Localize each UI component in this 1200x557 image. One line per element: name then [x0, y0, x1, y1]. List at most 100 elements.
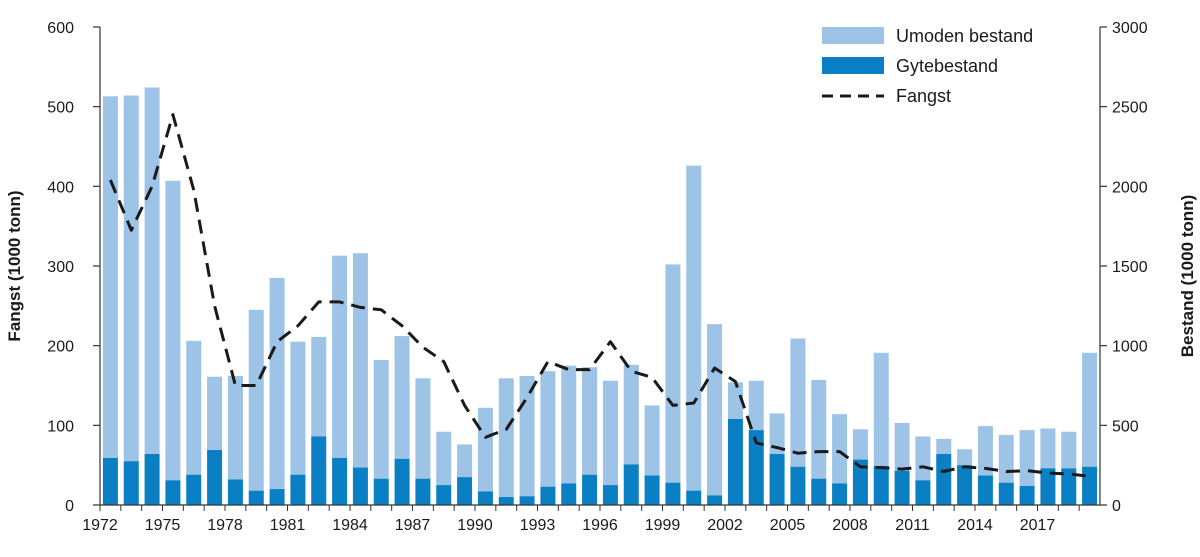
- bar-gyte-2004: [770, 454, 785, 505]
- bar-umoden-1978: [228, 376, 243, 480]
- right-tick-label: 1000: [1112, 339, 1148, 356]
- bar-gyte-1974: [145, 454, 160, 505]
- bar-gyte-1980: [270, 489, 285, 505]
- bar-umoden-2011: [915, 436, 930, 480]
- left-tick-label: 0: [65, 498, 74, 515]
- legend-swatch-gyte: [822, 57, 884, 74]
- bar-gyte-1976: [186, 475, 201, 505]
- right-tick-label: 3000: [1112, 20, 1148, 37]
- x-tick-label: 1981: [270, 517, 306, 534]
- bar-gyte-1983: [332, 458, 347, 505]
- right-axis-title: Bestand (1000 tonn): [1178, 195, 1197, 357]
- bar-umoden-1982: [311, 337, 326, 437]
- bar-gyte-1988: [436, 485, 451, 505]
- bar-gyte-2015: [999, 483, 1014, 505]
- bar-umoden-1981: [290, 342, 305, 475]
- bar-umoden-1977: [207, 377, 222, 450]
- legend-label-fangst: Fangst: [896, 86, 951, 106]
- bar-umoden-1983: [332, 256, 347, 458]
- x-tick-label: 2017: [1020, 517, 1056, 534]
- left-tick-label: 300: [47, 259, 74, 276]
- bar-gyte-1982: [311, 436, 326, 505]
- left-tick-label: 100: [47, 418, 74, 435]
- bar-umoden-2015: [999, 435, 1014, 483]
- x-tick-label: 1975: [145, 517, 181, 534]
- left-tick-label: 500: [47, 100, 74, 117]
- bar-gyte-2001: [707, 495, 722, 505]
- bar-umoden-1990: [478, 408, 493, 492]
- left-axis-title: Fangst (1000 tonn): [5, 190, 24, 341]
- legend-label-gyte: Gytebestand: [896, 56, 998, 76]
- bar-umoden-1975: [165, 181, 180, 481]
- bar-umoden-1976: [186, 341, 201, 475]
- bar-gyte-1991: [499, 497, 514, 505]
- bar-gyte-2012: [936, 454, 951, 505]
- bar-gyte-1998: [645, 476, 660, 505]
- bar-gyte-1973: [124, 461, 139, 505]
- bar-gyte-2009: [874, 466, 889, 505]
- bar-umoden-1987: [415, 378, 430, 478]
- bar-gyte-1999: [665, 483, 680, 505]
- bar-gyte-2011: [915, 480, 930, 505]
- bar-umoden-1989: [457, 444, 472, 477]
- bar-gyte-1987: [415, 479, 430, 505]
- legend: Umoden bestand Gytebestand Fangst: [822, 26, 1033, 106]
- bar-umoden-1991: [499, 378, 514, 497]
- legend-swatch-umoden: [822, 27, 884, 44]
- bar-umoden-1995: [582, 367, 597, 475]
- bar-gyte-1994: [561, 483, 576, 505]
- x-tick-label: 1987: [395, 517, 431, 534]
- bar-umoden-1994: [561, 366, 576, 484]
- left-tick-label: 200: [47, 339, 74, 356]
- bar-gyte-1993: [540, 487, 555, 505]
- right-tick-label: 0: [1112, 498, 1121, 515]
- right-tick-label: 2500: [1112, 100, 1148, 117]
- bar-umoden-1992: [520, 376, 535, 496]
- bar-umoden-1980: [270, 278, 285, 489]
- bar-umoden-2007: [832, 414, 847, 483]
- bar-umoden-1985: [374, 360, 389, 479]
- bar-gyte-1986: [395, 459, 410, 505]
- bar-umoden-1984: [353, 253, 368, 467]
- bar-umoden-1973: [124, 96, 139, 462]
- right-tick-label: 1500: [1112, 259, 1148, 276]
- bar-gyte-2014: [978, 476, 993, 505]
- bar-umoden-2018: [1061, 432, 1076, 469]
- bar-gyte-2013: [957, 465, 972, 505]
- x-tick-label: 1984: [332, 517, 368, 534]
- bar-umoden-1988: [436, 432, 451, 485]
- bar-gyte-2007: [832, 483, 847, 505]
- bar-umoden-2013: [957, 449, 972, 465]
- left-tick-label: 600: [47, 20, 74, 37]
- bar-gyte-2005: [790, 467, 805, 505]
- bar-umoden-2001: [707, 324, 722, 495]
- bar-gyte-2019: [1082, 467, 1097, 505]
- bar-gyte-1996: [603, 485, 618, 505]
- right-tick-label: 2000: [1112, 179, 1148, 196]
- x-tick-label: 2008: [832, 517, 868, 534]
- bar-umoden-1999: [665, 264, 680, 482]
- x-tick-label: 2002: [707, 517, 743, 534]
- bars-layer: [103, 88, 1097, 505]
- bar-umoden-2006: [811, 380, 826, 479]
- bar-gyte-2006: [811, 479, 826, 505]
- bar-umoden-2019: [1082, 353, 1097, 467]
- x-tick-label: 1999: [645, 517, 681, 534]
- legend-label-umoden: Umoden bestand: [896, 26, 1033, 46]
- bar-gyte-1977: [207, 450, 222, 505]
- bar-umoden-2017: [1040, 429, 1055, 469]
- bar-umoden-1972: [103, 96, 118, 458]
- bar-gyte-1997: [624, 464, 639, 505]
- x-tick-label: 1990: [457, 517, 493, 534]
- bar-umoden-1974: [145, 88, 160, 454]
- bar-gyte-1984: [353, 468, 368, 505]
- bar-gyte-1990: [478, 491, 493, 505]
- bar-gyte-1978: [228, 480, 243, 505]
- bar-umoden-2009: [874, 353, 889, 466]
- bar-gyte-1989: [457, 477, 472, 505]
- bar-gyte-1985: [374, 479, 389, 505]
- bar-umoden-1979: [249, 310, 264, 491]
- bar-umoden-1998: [645, 405, 660, 475]
